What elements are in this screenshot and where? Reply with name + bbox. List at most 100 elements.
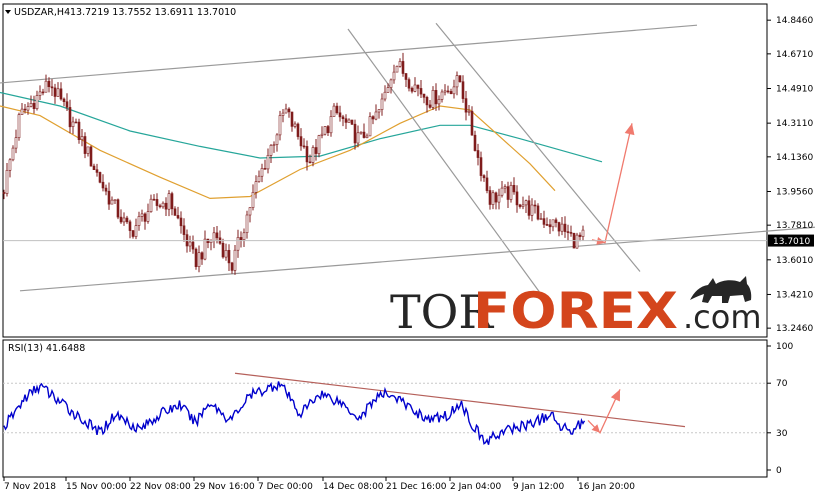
candle-body (116, 199, 120, 218)
time-tick-label: 2 Jan 04:00 (450, 482, 502, 492)
candle-body (74, 121, 78, 124)
candle-body (386, 87, 390, 93)
candle-body (578, 234, 582, 237)
candle-body (407, 79, 411, 89)
time-tick-label: 7 Nov 2018 (4, 482, 56, 492)
price-panel: 14.8460 14.6710 14.4910 14.3110 14.1360 13.95… (0, 3, 815, 338)
candle-body (107, 190, 111, 205)
trend-line (347, 28, 541, 294)
candle-body (98, 172, 102, 183)
rsi-tick-label: 70 (776, 379, 788, 389)
price-tick-label: 13.2460 (776, 324, 813, 334)
candle-body (122, 217, 126, 223)
candle-body (188, 241, 192, 247)
candle-body (269, 145, 273, 156)
candle-body (14, 137, 18, 149)
candle-body (224, 250, 228, 258)
candle-body (32, 103, 36, 110)
candle-body (542, 218, 546, 225)
candle-body (281, 112, 285, 116)
trend-lines (0, 22, 815, 294)
candle-body (62, 98, 66, 103)
candle-body (44, 80, 48, 93)
candle-body (581, 229, 585, 237)
candle-body (374, 111, 378, 120)
candle-body (155, 199, 159, 206)
candle-body (2, 192, 6, 194)
candle-body (41, 91, 45, 94)
candles (2, 52, 585, 275)
candle-body (11, 147, 15, 161)
candle-body (8, 159, 12, 171)
candle-body (170, 193, 174, 210)
candle-body (266, 155, 270, 170)
price-panel-frame (2, 3, 768, 338)
logo-part-com: .com (683, 298, 762, 336)
candle-body (347, 119, 351, 123)
candle-body (401, 61, 405, 74)
candle-body (248, 207, 252, 216)
candle-body (458, 75, 462, 82)
candle-body (536, 205, 540, 220)
candle-body (254, 181, 258, 193)
candle-body (161, 202, 165, 208)
candle-body (113, 199, 117, 201)
candle-body (425, 97, 429, 106)
candle-body (464, 98, 468, 113)
candle-body (272, 144, 276, 146)
candle-body (80, 136, 84, 141)
candle-body (416, 84, 420, 89)
candle-body (278, 115, 282, 136)
candle-body (443, 90, 447, 93)
candle-body (368, 116, 372, 137)
symbol-label: USDZAR,H4 (14, 7, 70, 18)
candle-body (305, 146, 309, 163)
candle-body (503, 186, 507, 189)
candle-body (233, 249, 237, 271)
candle-body (569, 232, 573, 234)
rsi-title: RSI(13) 41.6488 (8, 343, 85, 354)
time-tick-label: 9 Jan 12:00 (513, 482, 565, 492)
candle-body (512, 185, 516, 193)
candle-body (317, 135, 321, 155)
candle-body (221, 243, 225, 258)
candle-body (5, 170, 9, 194)
candle-body (35, 95, 39, 109)
price-y-axis: 14.8460 14.6710 14.4910 14.3110 14.1360 13.95… (767, 16, 813, 334)
candle-body (449, 91, 453, 95)
candle-body (293, 123, 297, 127)
rsi-trend-line-path (234, 372, 686, 428)
rsi-panel: 100 70 30 0 RSI(13) 41.6488 (2, 339, 793, 478)
rsi-forecast-arrow-head (610, 389, 620, 402)
candle-body (560, 223, 564, 232)
candle-body (311, 147, 315, 163)
rsi-tick-label: 100 (776, 342, 793, 352)
candle-body (479, 157, 483, 176)
candle-body (194, 248, 198, 268)
candle-body (473, 134, 477, 151)
bull-icon (690, 276, 752, 303)
candle-body (77, 121, 81, 140)
candle-body (182, 225, 186, 235)
candle-body (59, 88, 63, 100)
price-tick-label: 14.8460 (776, 16, 813, 26)
trend-line (0, 24, 698, 84)
trend-line (435, 22, 641, 272)
ma-slow-line (0, 91, 603, 163)
candle-body (26, 106, 30, 111)
candle-body (437, 99, 441, 105)
time-tick-label: 29 Nov 16:00 (194, 482, 255, 492)
dropdown-icon[interactable] (5, 10, 11, 14)
candle-body (377, 109, 381, 113)
candle-body (506, 186, 510, 200)
candle-body (53, 87, 57, 97)
candle-body (104, 187, 108, 192)
time-tick-label: 14 Dec 08:00 (323, 482, 384, 492)
candle-body (356, 132, 360, 144)
candle-body (389, 79, 393, 88)
price-tick-label: 14.6710 (776, 50, 813, 60)
candle-body (353, 123, 357, 144)
candle-body (326, 126, 330, 133)
candle-body (470, 110, 474, 136)
last-price-tag: 13.7010 (768, 234, 814, 247)
